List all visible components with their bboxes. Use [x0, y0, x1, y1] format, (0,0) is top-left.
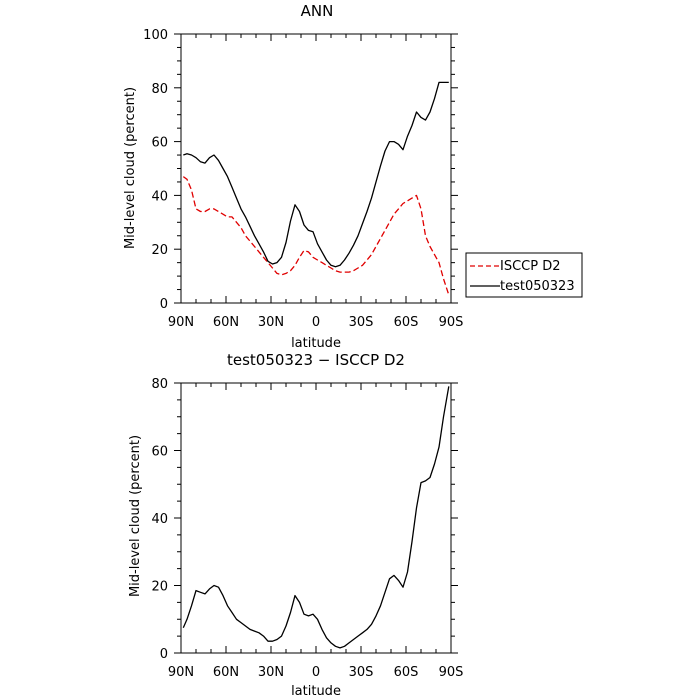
- top-y-tick-label: 60: [151, 136, 168, 151]
- top-x-tick-label: 30S: [349, 315, 374, 330]
- top-y-tick-label: 100: [143, 28, 168, 43]
- bottom-chart-panel: test050323 − ISCCP D2 latitude Mid-level…: [128, 351, 463, 699]
- top-y-tick-label: 0: [160, 297, 168, 312]
- top-series-line-0: [182, 176, 450, 296]
- top-y-tick-label: 20: [151, 243, 168, 258]
- bottom-x-tick-label: 30N: [258, 665, 284, 680]
- top-chart-frame: [180, 33, 452, 304]
- bottom-chart-frame: [180, 382, 452, 654]
- bottom-chart-ticks: 90N 60N 30N 0 30S 60S 90S 0 20 40 60 80: [151, 377, 463, 680]
- top-series-line-1: [183, 81, 449, 268]
- bottom-y-tick-label: 20: [151, 580, 168, 595]
- bottom-y-tick-label: 0: [160, 647, 168, 662]
- top-chart-title: ANN: [301, 2, 334, 20]
- bottom-chart-lines: [182, 386, 450, 649]
- bottom-y-tick-label: 60: [151, 445, 168, 460]
- top-x-tick-label: 60S: [394, 315, 419, 330]
- legend-box: [465, 252, 583, 298]
- bottom-y-tick-label: 80: [151, 377, 168, 392]
- top-chart-y-label: Mid-level cloud (percent): [123, 87, 138, 249]
- bottom-x-tick-label: 0: [312, 665, 320, 680]
- top-chart-x-label: latitude: [291, 336, 341, 351]
- legend-label-test: test050323: [500, 279, 575, 294]
- top-x-tick-label: 60N: [213, 315, 239, 330]
- bottom-x-tick-label: 90S: [439, 665, 464, 680]
- top-y-tick-label: 80: [151, 82, 168, 97]
- top-y-tick-label: 40: [151, 189, 168, 204]
- bottom-x-tick-label: 60S: [394, 665, 419, 680]
- bottom-chart-title: test050323 − ISCCP D2: [227, 351, 405, 369]
- top-x-tick-label: 30N: [258, 315, 284, 330]
- bottom-x-tick-label: 30S: [349, 665, 374, 680]
- bottom-x-tick-label: 60N: [213, 665, 239, 680]
- top-x-tick-label: 90S: [439, 315, 464, 330]
- legend-label-isccp: ISCCP D2: [500, 259, 561, 274]
- top-chart-panel: ANN latitude Mid-level cloud (percent) 9…: [123, 2, 463, 351]
- bottom-series-line-0: [182, 386, 450, 649]
- top-x-tick-label: 90N: [168, 315, 194, 330]
- bottom-chart-x-label: latitude: [291, 684, 341, 699]
- bottom-y-tick-label: 40: [151, 512, 168, 527]
- top-chart-lines: [182, 81, 450, 296]
- bottom-chart-y-label: Mid-level cloud (percent): [128, 435, 143, 597]
- top-chart-ticks: 90N 60N 30N 0 30S 60S 90S 0 20 40 60 80 100: [143, 28, 463, 330]
- bottom-x-tick-label: 90N: [168, 665, 194, 680]
- top-chart-legend: ISCCP D2 test050323: [465, 252, 583, 298]
- top-x-tick-label: 0: [312, 315, 320, 330]
